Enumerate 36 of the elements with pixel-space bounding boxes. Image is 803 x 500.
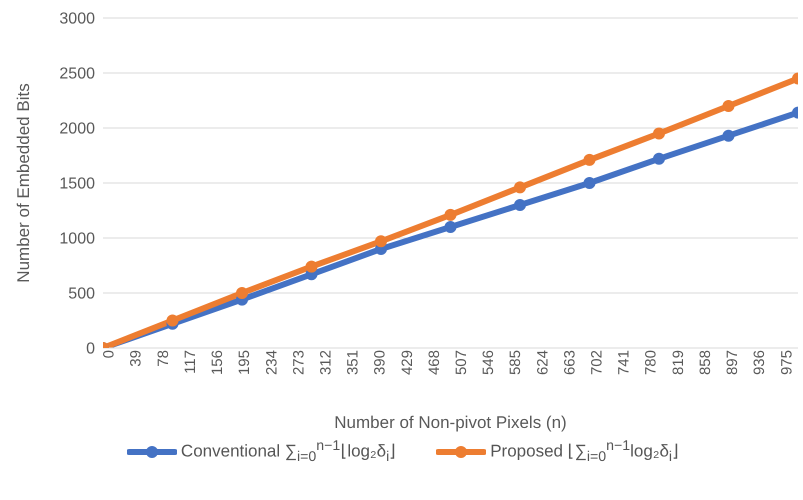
x-tick-label: 624 bbox=[534, 350, 552, 376]
x-tick-label: 351 bbox=[344, 350, 362, 376]
x-axis-title: Number of Non-pivot Pixels (n) bbox=[334, 413, 567, 432]
y-tick-label: 3000 bbox=[59, 10, 96, 28]
x-tick-label: 195 bbox=[236, 350, 254, 376]
x-tick-label: 234 bbox=[263, 350, 280, 376]
y-axis-title: Number of Embedded Bits bbox=[14, 83, 34, 283]
x-tick-label: 741 bbox=[616, 350, 633, 376]
y-tick-label: 2000 bbox=[59, 120, 96, 138]
y-tick-label: 500 bbox=[68, 286, 96, 303]
x-tick-label: 273 bbox=[290, 350, 308, 376]
y-tick-label: 1000 bbox=[59, 230, 96, 248]
x-tick-label: 663 bbox=[561, 350, 578, 376]
x-tick-label: 975 bbox=[778, 350, 796, 376]
y-tick-label: 2500 bbox=[59, 66, 96, 83]
x-tick-label: 390 bbox=[372, 350, 389, 376]
legend-label: Proposed ⌊∑$_{i=0}$$^{n−1}$log₂δ$_{i}$⌋ bbox=[490, 438, 680, 466]
x-tick-label: 585 bbox=[507, 350, 524, 376]
x-tick-label: 936 bbox=[751, 350, 768, 376]
x-tick-label: 117 bbox=[182, 350, 199, 374]
x-tick-label: 507 bbox=[453, 350, 470, 376]
legend-label: Conventional ∑$_{i=0}$$^{n−1}$⌊log₂δ$_{i}$⌋ bbox=[180, 438, 396, 466]
y-tick-label: 1500 bbox=[59, 176, 96, 193]
x-tick-label: 468 bbox=[426, 350, 443, 376]
x-tick-label: 858 bbox=[696, 350, 714, 376]
x-tick-label: 819 bbox=[670, 350, 687, 376]
x-tick-label: 546 bbox=[480, 350, 498, 376]
x-tick-label: 429 bbox=[398, 350, 416, 376]
x-tick-label: 897 bbox=[724, 350, 742, 376]
x-tick-label: 156 bbox=[209, 350, 226, 376]
x-tick-label: 780 bbox=[642, 350, 660, 376]
x-tick-label: 39 bbox=[128, 350, 145, 367]
x-tick-label: 0 bbox=[100, 350, 118, 358]
x-tick-label: 312 bbox=[317, 350, 334, 376]
x-tick-label: 702 bbox=[588, 350, 606, 376]
x-tick-label: 78 bbox=[154, 350, 172, 367]
